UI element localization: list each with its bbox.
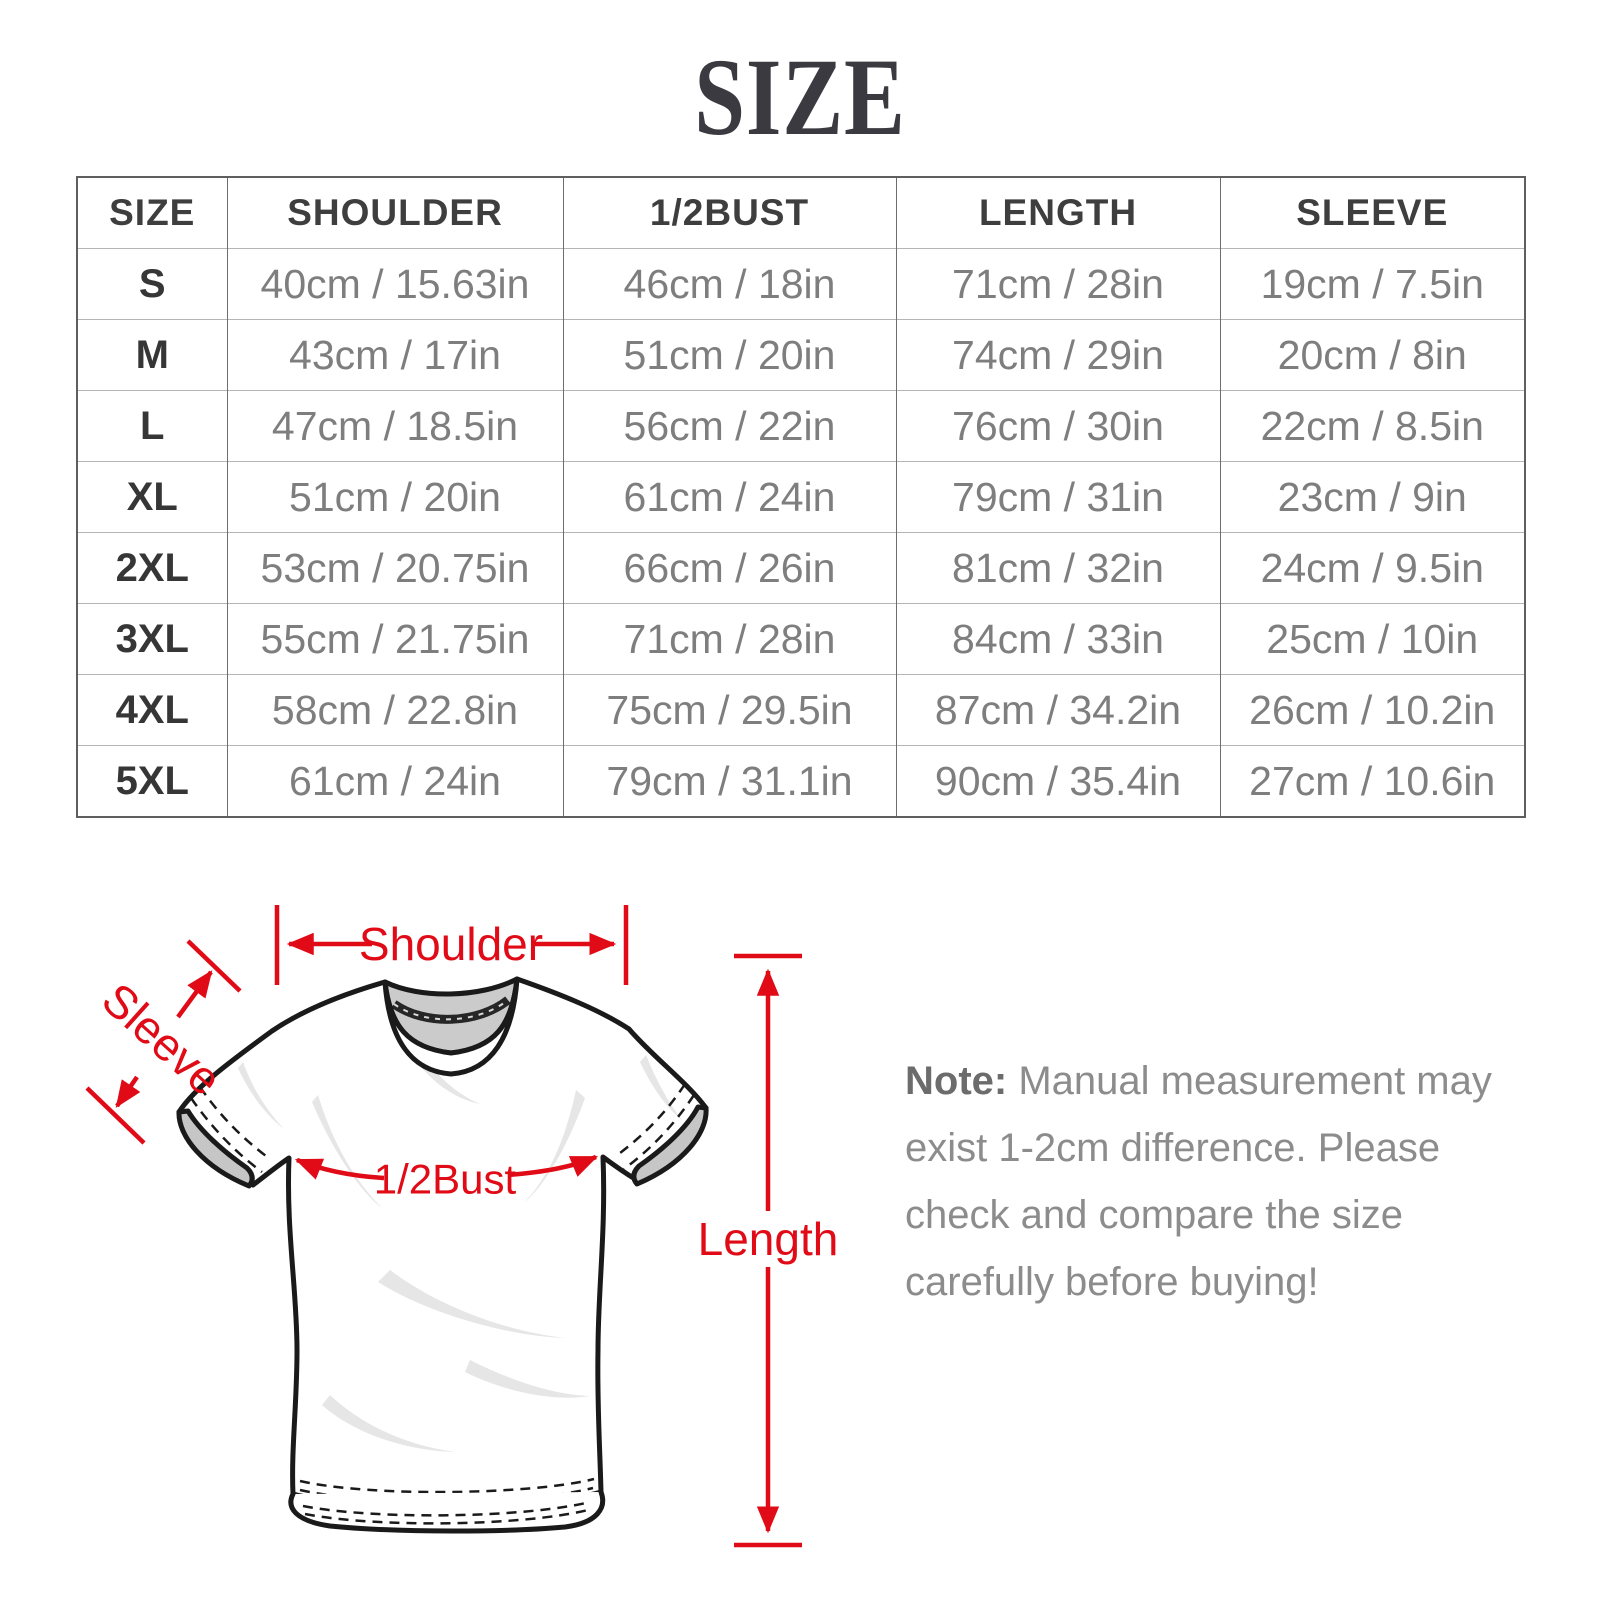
cell: 66cm / 26in xyxy=(562,532,896,604)
cell: 71cm / 28in xyxy=(895,248,1220,320)
wrinkle xyxy=(378,1270,565,1338)
tshirt-illustration xyxy=(176,976,709,1534)
table-row: 3XL 55cm / 21.75in 71cm / 28in 84cm / 33… xyxy=(77,603,1525,675)
table-row: 4XL 58cm / 22.8in 75cm / 29.5in 87cm / 3… xyxy=(77,674,1525,746)
cell-size: 4XL xyxy=(77,674,227,746)
cell: 26cm / 10.2in xyxy=(1219,674,1525,746)
cell: 90cm / 35.4in xyxy=(895,745,1220,817)
table-row: S 40cm / 15.63in 46cm / 18in 71cm / 28in… xyxy=(77,248,1525,320)
hem-fold xyxy=(288,1489,606,1534)
cell: 55cm / 21.75in xyxy=(226,603,563,675)
cell: 61cm / 24in xyxy=(562,461,896,533)
cell: 23cm / 9in xyxy=(1219,461,1525,533)
sleeve-arrow-upper xyxy=(176,970,213,1019)
cell: 40cm / 15.63in xyxy=(226,248,563,320)
sleeve-tick-lower xyxy=(85,1086,146,1145)
left-cuff-stitch xyxy=(189,1097,263,1174)
cell: 71cm / 28in xyxy=(562,603,896,675)
hem-fold-stitch xyxy=(304,1508,589,1525)
right-cuff-fold xyxy=(631,1104,709,1187)
note-label: Note: xyxy=(905,1059,1008,1103)
size-table: SIZE SHOULDER 1/2BUST LENGTH SLEEVE S 40… xyxy=(76,176,1526,818)
table-row: M 43cm / 17in 51cm / 20in 74cm / 29in 20… xyxy=(77,319,1525,391)
cell: 24cm / 9.5in xyxy=(1219,532,1525,604)
cell: 51cm / 20in xyxy=(562,319,896,391)
hem-fold-stitch xyxy=(302,1500,591,1517)
sleeve-tick-upper xyxy=(186,939,242,993)
page-title: SIZE xyxy=(694,36,906,158)
table-row: 5XL 61cm / 24in 79cm / 31.1in 90cm / 35.… xyxy=(77,745,1525,817)
table-row: L 47cm / 18.5in 56cm / 22in 76cm / 30in … xyxy=(77,390,1525,462)
shoulder-label: Shoulder xyxy=(359,918,543,970)
cell: 56cm / 22in xyxy=(562,390,896,462)
table-row: 2XL 53cm / 20.75in 66cm / 26in 81cm / 32… xyxy=(77,532,1525,604)
table-row: XL 51cm / 20in 61cm / 24in 79cm / 31in 2… xyxy=(77,461,1525,533)
cell-size: S xyxy=(77,248,227,320)
column-header-halfbust: 1/2BUST xyxy=(562,177,896,249)
cell: 51cm / 20in xyxy=(226,461,563,533)
cell: 61cm / 24in xyxy=(226,745,563,817)
bust-arrow-right xyxy=(507,1154,599,1178)
cell-size: M xyxy=(77,319,227,391)
left-cuff-stitch xyxy=(198,1086,271,1161)
column-header-size: SIZE xyxy=(109,192,196,233)
cell-size: 3XL xyxy=(77,603,227,675)
cell: 81cm / 32in xyxy=(895,532,1220,604)
bust-arrow-left xyxy=(294,1157,385,1181)
wrinkle xyxy=(312,1095,382,1208)
cell: 20cm / 8in xyxy=(1219,319,1525,391)
cell: 22cm / 8.5in xyxy=(1219,390,1525,462)
right-cuff-stitch xyxy=(623,1094,696,1171)
right-cuff-stitch xyxy=(615,1083,687,1158)
length-label: Length xyxy=(698,1213,839,1265)
sleeve-label: Sleeve xyxy=(92,973,231,1106)
cell: 53cm / 20.75in xyxy=(226,532,563,604)
cell: 79cm / 31in xyxy=(895,461,1220,533)
cell: 84cm / 33in xyxy=(895,603,1220,675)
cell: 25cm / 10in xyxy=(1219,603,1525,675)
cell: 58cm / 22.8in xyxy=(226,674,563,746)
column-header-shoulder: SHOULDER xyxy=(226,177,563,249)
header-row: SIZE SHOULDER 1/2BUST LENGTH SLEEVE xyxy=(77,177,1525,249)
length-measure: Length xyxy=(698,953,839,1548)
wrinkle xyxy=(524,1090,585,1203)
cell: 76cm / 30in xyxy=(895,390,1220,462)
cell: 74cm / 29in xyxy=(895,319,1220,391)
cell-size: 2XL xyxy=(77,532,227,604)
column-header-sleeve: SLEEVE xyxy=(1219,177,1525,249)
wrinkle xyxy=(640,1055,682,1120)
tshirt-measurement-diagram: Shoulder Sleeve 1/2Bust Length xyxy=(85,905,839,1548)
left-cuff-fold xyxy=(176,1108,255,1189)
cell: 19cm / 7.5in xyxy=(1219,248,1525,320)
column-header-length: LENGTH xyxy=(895,177,1220,249)
cell: 27cm / 10.6in xyxy=(1219,745,1525,817)
half-bust-measure: 1/2Bust xyxy=(294,1154,599,1203)
shoulder-measure: Shoulder xyxy=(274,905,629,985)
cell: 43cm / 17in xyxy=(226,319,563,391)
note-text: Manual measurement may exist 1-2cm diffe… xyxy=(905,1059,1492,1304)
cell: 46cm / 18in xyxy=(562,248,896,320)
note: Note: Manual measurement may exist 1-2cm… xyxy=(905,1048,1517,1316)
cell: 79cm / 31.1in xyxy=(562,745,896,817)
cell: 75cm / 29.5in xyxy=(562,674,896,746)
sleeve-arrow-lower xyxy=(115,1075,141,1108)
cell: 47cm / 18.5in xyxy=(226,390,563,462)
cell: 87cm / 34.2in xyxy=(895,674,1220,746)
cell-size: L xyxy=(77,390,227,462)
cell-size: XL xyxy=(77,461,227,533)
half-bust-label: 1/2Bust xyxy=(374,1156,517,1203)
collar-tape-stitch xyxy=(393,999,509,1021)
collar-band xyxy=(382,976,520,1077)
wrinkle xyxy=(322,1395,455,1452)
wrinkle xyxy=(238,1062,284,1129)
wrinkle xyxy=(465,1360,590,1398)
size-table-header: SIZE SHOULDER 1/2BUST LENGTH SLEEVE xyxy=(77,177,1525,249)
cell-size: 5XL xyxy=(77,745,227,817)
